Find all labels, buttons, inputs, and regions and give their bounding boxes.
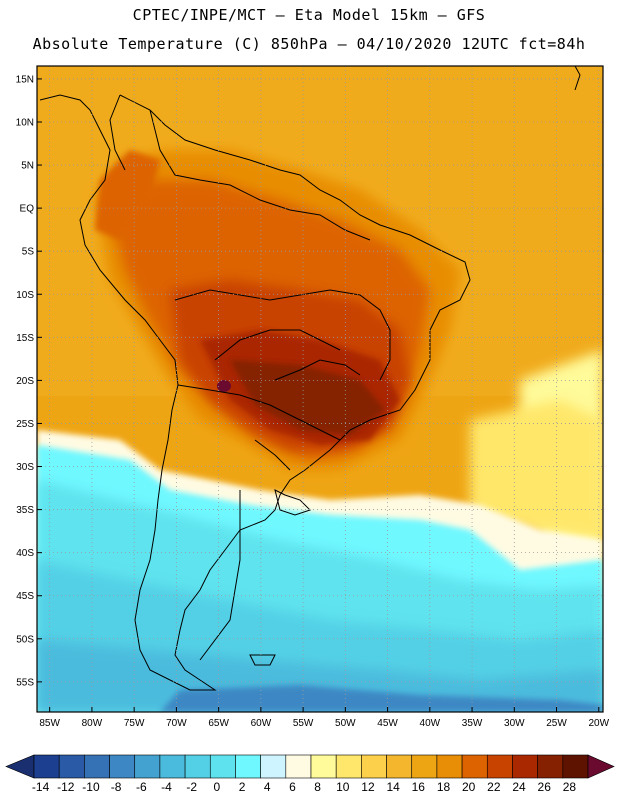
- colorbar-swatch: [58, 754, 85, 779]
- colorbar-label: 12: [361, 780, 375, 794]
- colorbar-label: -4: [161, 780, 172, 794]
- lon-tick-label: 50W: [335, 718, 356, 729]
- temperature-field: [37, 66, 603, 712]
- map-title-line-1: CPTEC/INPE/MCT – Eta Model 15km – GFS: [132, 6, 486, 24]
- colorbar-swatch: [335, 754, 362, 779]
- colorbar-label: 28: [563, 780, 577, 794]
- lat-tick-label: 15S: [16, 333, 34, 344]
- lon-tick-label: 65W: [208, 718, 229, 729]
- lat-tick-label: EQ: [20, 204, 35, 215]
- colorbar-swatch: [512, 754, 538, 779]
- lon-tick-label: 85W: [39, 718, 60, 729]
- colorbar-swatch: [33, 754, 60, 779]
- colorbar-label: 6: [289, 780, 296, 794]
- colorbar-label: 18: [437, 780, 451, 794]
- colorbar-swatch: [209, 754, 236, 779]
- lat-tick-label: 35S: [16, 505, 34, 516]
- colorbar-swatch: [134, 754, 161, 779]
- lon-tick-label: 20W: [588, 718, 609, 729]
- colorbar-label: 22: [487, 780, 501, 794]
- colorbar-label: -14: [32, 780, 50, 794]
- lon-tick-label: 25W: [546, 718, 567, 729]
- colorbar-swatch: [159, 754, 186, 779]
- lat-tick-label: 30S: [16, 462, 34, 473]
- map-title-line-2: Absolute Temperature (C) 850hPa – 04/10/…: [32, 35, 586, 53]
- colorbar-swatch: [486, 754, 513, 779]
- colorbar-swatch: [285, 754, 312, 779]
- lat-tick-label: 10S: [16, 290, 34, 301]
- colorbar-label: -8: [111, 780, 122, 794]
- lon-tick-label: 40W: [420, 718, 441, 729]
- colorbar-label: 10: [336, 780, 350, 794]
- colorbar-swatch: [361, 754, 387, 779]
- colorbar-label: 16: [412, 780, 426, 794]
- colorbar-label: 4: [264, 780, 271, 794]
- lat-tick-label: 55S: [16, 677, 34, 688]
- colorbar-label: -12: [57, 780, 75, 794]
- lat-tick-label: 45S: [16, 591, 34, 602]
- colorbar-label: -6: [136, 780, 147, 794]
- lon-tick-label: 30W: [504, 718, 525, 729]
- colorbar-label: -2: [186, 780, 197, 794]
- colorbar-label: 2: [239, 780, 246, 794]
- colorbar-label: 0: [214, 780, 221, 794]
- lon-tick-label: 80W: [82, 718, 103, 729]
- lon-tick-label: 60W: [251, 718, 272, 729]
- colorbar-under-arrow: [5, 754, 35, 779]
- colorbar-swatch: [184, 754, 211, 779]
- lat-tick-label: 15N: [16, 74, 34, 85]
- lat-tick-label: 5N: [21, 161, 34, 172]
- colorbar-label: -10: [82, 780, 100, 794]
- coastlines: [39, 66, 581, 691]
- lon-tick-label: 45W: [377, 718, 398, 729]
- colorbar-swatch: [537, 754, 564, 779]
- colorbar-swatch: [562, 754, 589, 779]
- colorbar-swatch: [84, 754, 110, 779]
- longitude-labels: 85W 80W 75W 70W 65W 60W 55W 50W 45W 40W 35W 30W 25W 2…: [39, 707, 610, 729]
- colorbar-swatch: [461, 754, 488, 779]
- colorbar-swatch: [235, 754, 261, 779]
- lon-tick-label: 35W: [462, 718, 483, 729]
- lon-tick-label: 70W: [166, 718, 187, 729]
- lat-tick-label: 5S: [22, 247, 35, 258]
- colorbar-label: 26: [538, 780, 552, 794]
- colorbar-label: 20: [462, 780, 476, 794]
- lat-tick-label: 20S: [16, 376, 34, 387]
- lat-tick-label: 10N: [16, 117, 34, 128]
- colorbar-legend: -14 -12 -10 -8 -6 -4 -2 0 2 4 6 8 10 12 14 16 18 20 22 24 26…: [5, 754, 615, 794]
- lat-tick-label: 25S: [16, 419, 34, 430]
- lat-tick-label: 50S: [16, 634, 34, 645]
- colorbar-swatch: [310, 754, 337, 779]
- map-frame: [36, 65, 604, 713]
- colorbar-swatch: [436, 754, 463, 779]
- colorbar-swatch: [109, 754, 136, 779]
- lon-tick-label: 55W: [293, 718, 314, 729]
- colorbar-swatch: [386, 754, 413, 779]
- colorbar-swatch: [411, 754, 438, 779]
- colorbar-label: 14: [386, 780, 400, 794]
- colorbar-label: 8: [314, 780, 321, 794]
- colorbar-label: 24: [512, 780, 526, 794]
- lon-tick-label: 75W: [124, 718, 145, 729]
- lat-tick-label: 40S: [16, 548, 34, 559]
- colorbar-swatch: [260, 754, 287, 779]
- colorbar-over-arrow: [587, 754, 615, 779]
- latitude-labels: 15N 10N 5N EQ 5S 10S 15S 20S 25S 30S 35S 40S 45S 50S 5…: [16, 74, 42, 688]
